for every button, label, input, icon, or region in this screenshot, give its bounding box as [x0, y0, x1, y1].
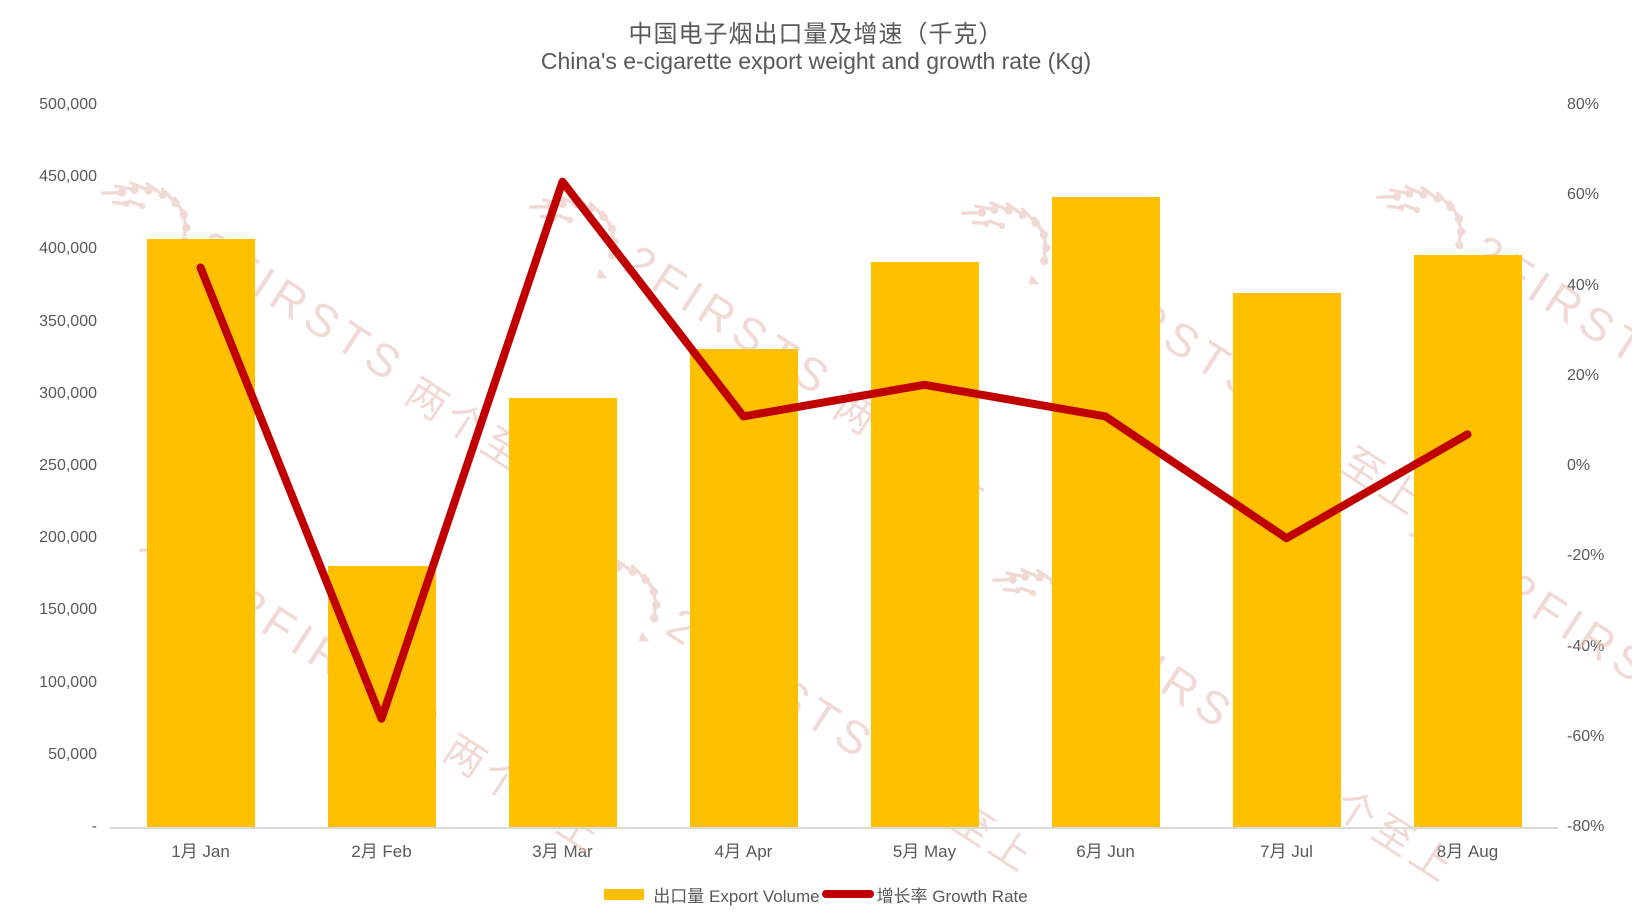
legend: 出口量 Export Volume 增长率 Growth Rate: [0, 881, 1632, 907]
y-right-tick-label: 20%: [1567, 366, 1600, 384]
legend-bar-label: 出口量 Export Volume: [653, 886, 820, 906]
export-volume-bar: [870, 262, 979, 827]
x-axis-label: 1月 Jan: [171, 842, 230, 861]
y-left-tick-label: 350,000: [39, 312, 97, 330]
y-right-tick-label: 60%: [1567, 186, 1600, 204]
y-left-tick-label: 100,000: [39, 673, 97, 691]
watermark: 2FIRSTS 两个至上: [944, 168, 1447, 531]
y-left-tick-label: 450,000: [39, 168, 97, 186]
export-volume-bar: [508, 398, 617, 827]
y-right-tick-label: -40%: [1567, 637, 1605, 655]
y-right-tick-label: 0%: [1567, 457, 1591, 474]
legend-bar-swatch: [604, 888, 645, 900]
watermark: 2FIRSTS 两个至上: [84, 148, 587, 511]
y-left-tick-label: 300,000: [39, 384, 97, 402]
legend-line-swatch: [821, 890, 874, 898]
chart-title-zh: 中国电子烟出口量及增速（千克）: [628, 21, 1004, 48]
x-axis-label: 3月 Mar: [532, 842, 593, 861]
y-left-tick-label: -: [91, 818, 97, 835]
export-volume-bar: [689, 349, 798, 827]
chart-title-en: China's e-cigarette export weight and gr…: [540, 48, 1092, 74]
y-left-tick-label: 150,000: [39, 601, 97, 619]
legend-item-growth-rate: 增长率 Growth Rate: [820, 882, 1028, 907]
export-volume-bar: [1232, 292, 1341, 827]
watermark-logo-icon: [101, 181, 191, 265]
x-axis-label: 2月 Feb: [351, 842, 412, 861]
export-volume-bar: [146, 239, 255, 827]
y-right-tick-label: -80%: [1567, 818, 1605, 835]
y-left-tick-label: 250,000: [39, 457, 97, 474]
export-volume-bar: [1413, 255, 1522, 827]
x-axis-label: 5月 May: [892, 842, 957, 861]
x-axis-label: 8月 Aug: [1436, 842, 1499, 861]
y-left-tick-label: 200,000: [39, 529, 97, 547]
x-axis-label: 7月 Jul: [1260, 842, 1313, 861]
growth-rate-line: [196, 177, 1472, 723]
legend-line-label: 增长率 Growth Rate: [876, 886, 1028, 906]
legend-item-export-volume: 出口量 Export Volume: [604, 882, 820, 907]
y-left-tick-label: 400,000: [39, 240, 97, 258]
y-right-tick-label: -20%: [1567, 547, 1605, 565]
x-axis-label: 4月 Apr: [714, 842, 773, 861]
y-right-tick-label: 40%: [1567, 276, 1600, 294]
y-right-tick-label: -60%: [1567, 727, 1605, 745]
export-volume-bar: [1051, 197, 1160, 827]
x-axis-line: [110, 827, 1558, 829]
y-left-tick-label: 500,000: [39, 96, 97, 113]
x-axis-label: 6月 Jun: [1076, 842, 1135, 861]
y-right-tick-label: 80%: [1567, 96, 1600, 113]
y-left-tick-label: 50,000: [48, 745, 97, 763]
watermark-logo-icon: [961, 201, 1051, 285]
